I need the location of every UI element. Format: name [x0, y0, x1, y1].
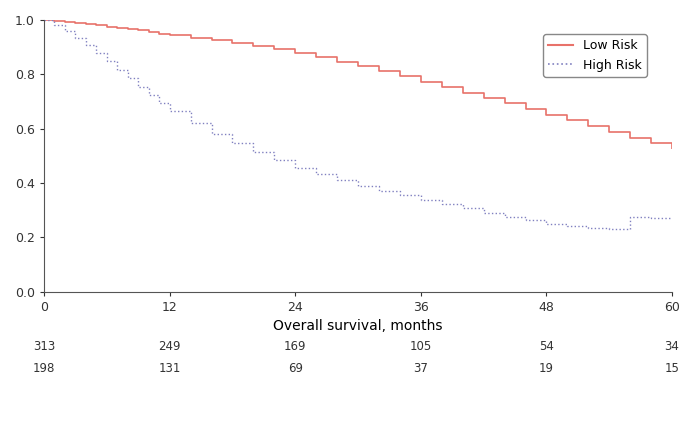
Low Risk: [500, 101, 509, 106]
Low Risk: [72, 20, 80, 26]
High Risk: [395, 193, 404, 198]
High Risk: [521, 218, 530, 223]
High Risk: [480, 210, 488, 215]
Low Risk: [60, 19, 69, 24]
High Risk: [270, 158, 279, 163]
High Risk: [155, 100, 163, 106]
High Risk: [207, 131, 215, 136]
Low Risk: [228, 40, 236, 46]
Low Risk: [82, 21, 90, 27]
High Risk: [60, 29, 69, 34]
Low Risk: [668, 147, 676, 152]
Low Risk: [155, 31, 163, 36]
High Risk: [291, 165, 300, 170]
Text: 249: 249: [158, 341, 181, 353]
High Risk: [113, 67, 122, 72]
High Risk: [647, 215, 655, 220]
High Risk: [668, 216, 676, 221]
High Risk: [563, 223, 571, 229]
Low Risk: [92, 23, 101, 28]
Text: 15: 15: [664, 362, 680, 375]
Low Risk: [50, 18, 58, 24]
Low Risk: [103, 24, 111, 29]
Text: 131: 131: [158, 362, 181, 375]
Low Risk: [563, 118, 571, 123]
Text: 37: 37: [414, 362, 428, 375]
Line: Low Risk: Low Risk: [44, 20, 672, 149]
High Risk: [82, 43, 90, 48]
X-axis label: Overall survival, months: Overall survival, months: [273, 319, 443, 333]
High Risk: [103, 59, 111, 64]
Low Risk: [145, 29, 153, 34]
Low Risk: [375, 68, 383, 74]
High Risk: [333, 178, 341, 183]
High Risk: [40, 17, 48, 23]
Text: 105: 105: [410, 341, 432, 353]
High Risk: [250, 150, 258, 155]
High Risk: [228, 141, 236, 146]
High Risk: [375, 188, 383, 193]
Low Risk: [542, 112, 550, 118]
High Risk: [72, 36, 80, 41]
High Risk: [92, 51, 101, 56]
Low Risk: [417, 79, 425, 84]
Low Risk: [626, 135, 635, 140]
Low Risk: [459, 90, 467, 95]
Low Risk: [113, 25, 122, 30]
Low Risk: [584, 123, 593, 129]
Low Risk: [134, 28, 142, 33]
Low Risk: [124, 26, 132, 32]
Text: 54: 54: [539, 341, 554, 353]
Low Risk: [165, 32, 174, 38]
Legend: Low Risk, High Risk: Low Risk, High Risk: [543, 34, 647, 77]
High Risk: [124, 76, 132, 81]
Low Risk: [480, 95, 488, 101]
High Risk: [542, 221, 550, 226]
Low Risk: [40, 17, 48, 23]
Low Risk: [291, 51, 300, 56]
Low Risk: [270, 47, 279, 52]
Text: 19: 19: [539, 362, 554, 375]
Text: 169: 169: [284, 341, 306, 353]
High Risk: [500, 214, 509, 219]
Low Risk: [207, 38, 215, 43]
Low Risk: [438, 84, 446, 90]
High Risk: [134, 84, 142, 90]
High Risk: [584, 225, 593, 230]
Low Risk: [647, 141, 655, 146]
High Risk: [417, 197, 425, 202]
Low Risk: [312, 55, 320, 60]
Low Risk: [395, 74, 404, 79]
High Risk: [354, 183, 362, 188]
High Risk: [50, 23, 58, 28]
High Risk: [438, 202, 446, 207]
High Risk: [186, 120, 195, 125]
High Risk: [165, 108, 174, 114]
Line: High Risk: High Risk: [44, 20, 672, 229]
Low Risk: [250, 43, 258, 48]
Low Risk: [354, 63, 362, 69]
High Risk: [459, 206, 467, 211]
Text: 69: 69: [288, 362, 303, 375]
High Risk: [312, 171, 320, 177]
High Risk: [626, 214, 635, 220]
High Risk: [145, 92, 153, 98]
Low Risk: [521, 107, 530, 112]
Text: 34: 34: [664, 341, 680, 353]
Low Risk: [186, 35, 195, 40]
Low Risk: [605, 129, 614, 135]
Low Risk: [333, 59, 341, 64]
High Risk: [605, 226, 614, 232]
Text: 198: 198: [33, 362, 55, 375]
Text: 313: 313: [33, 341, 55, 353]
